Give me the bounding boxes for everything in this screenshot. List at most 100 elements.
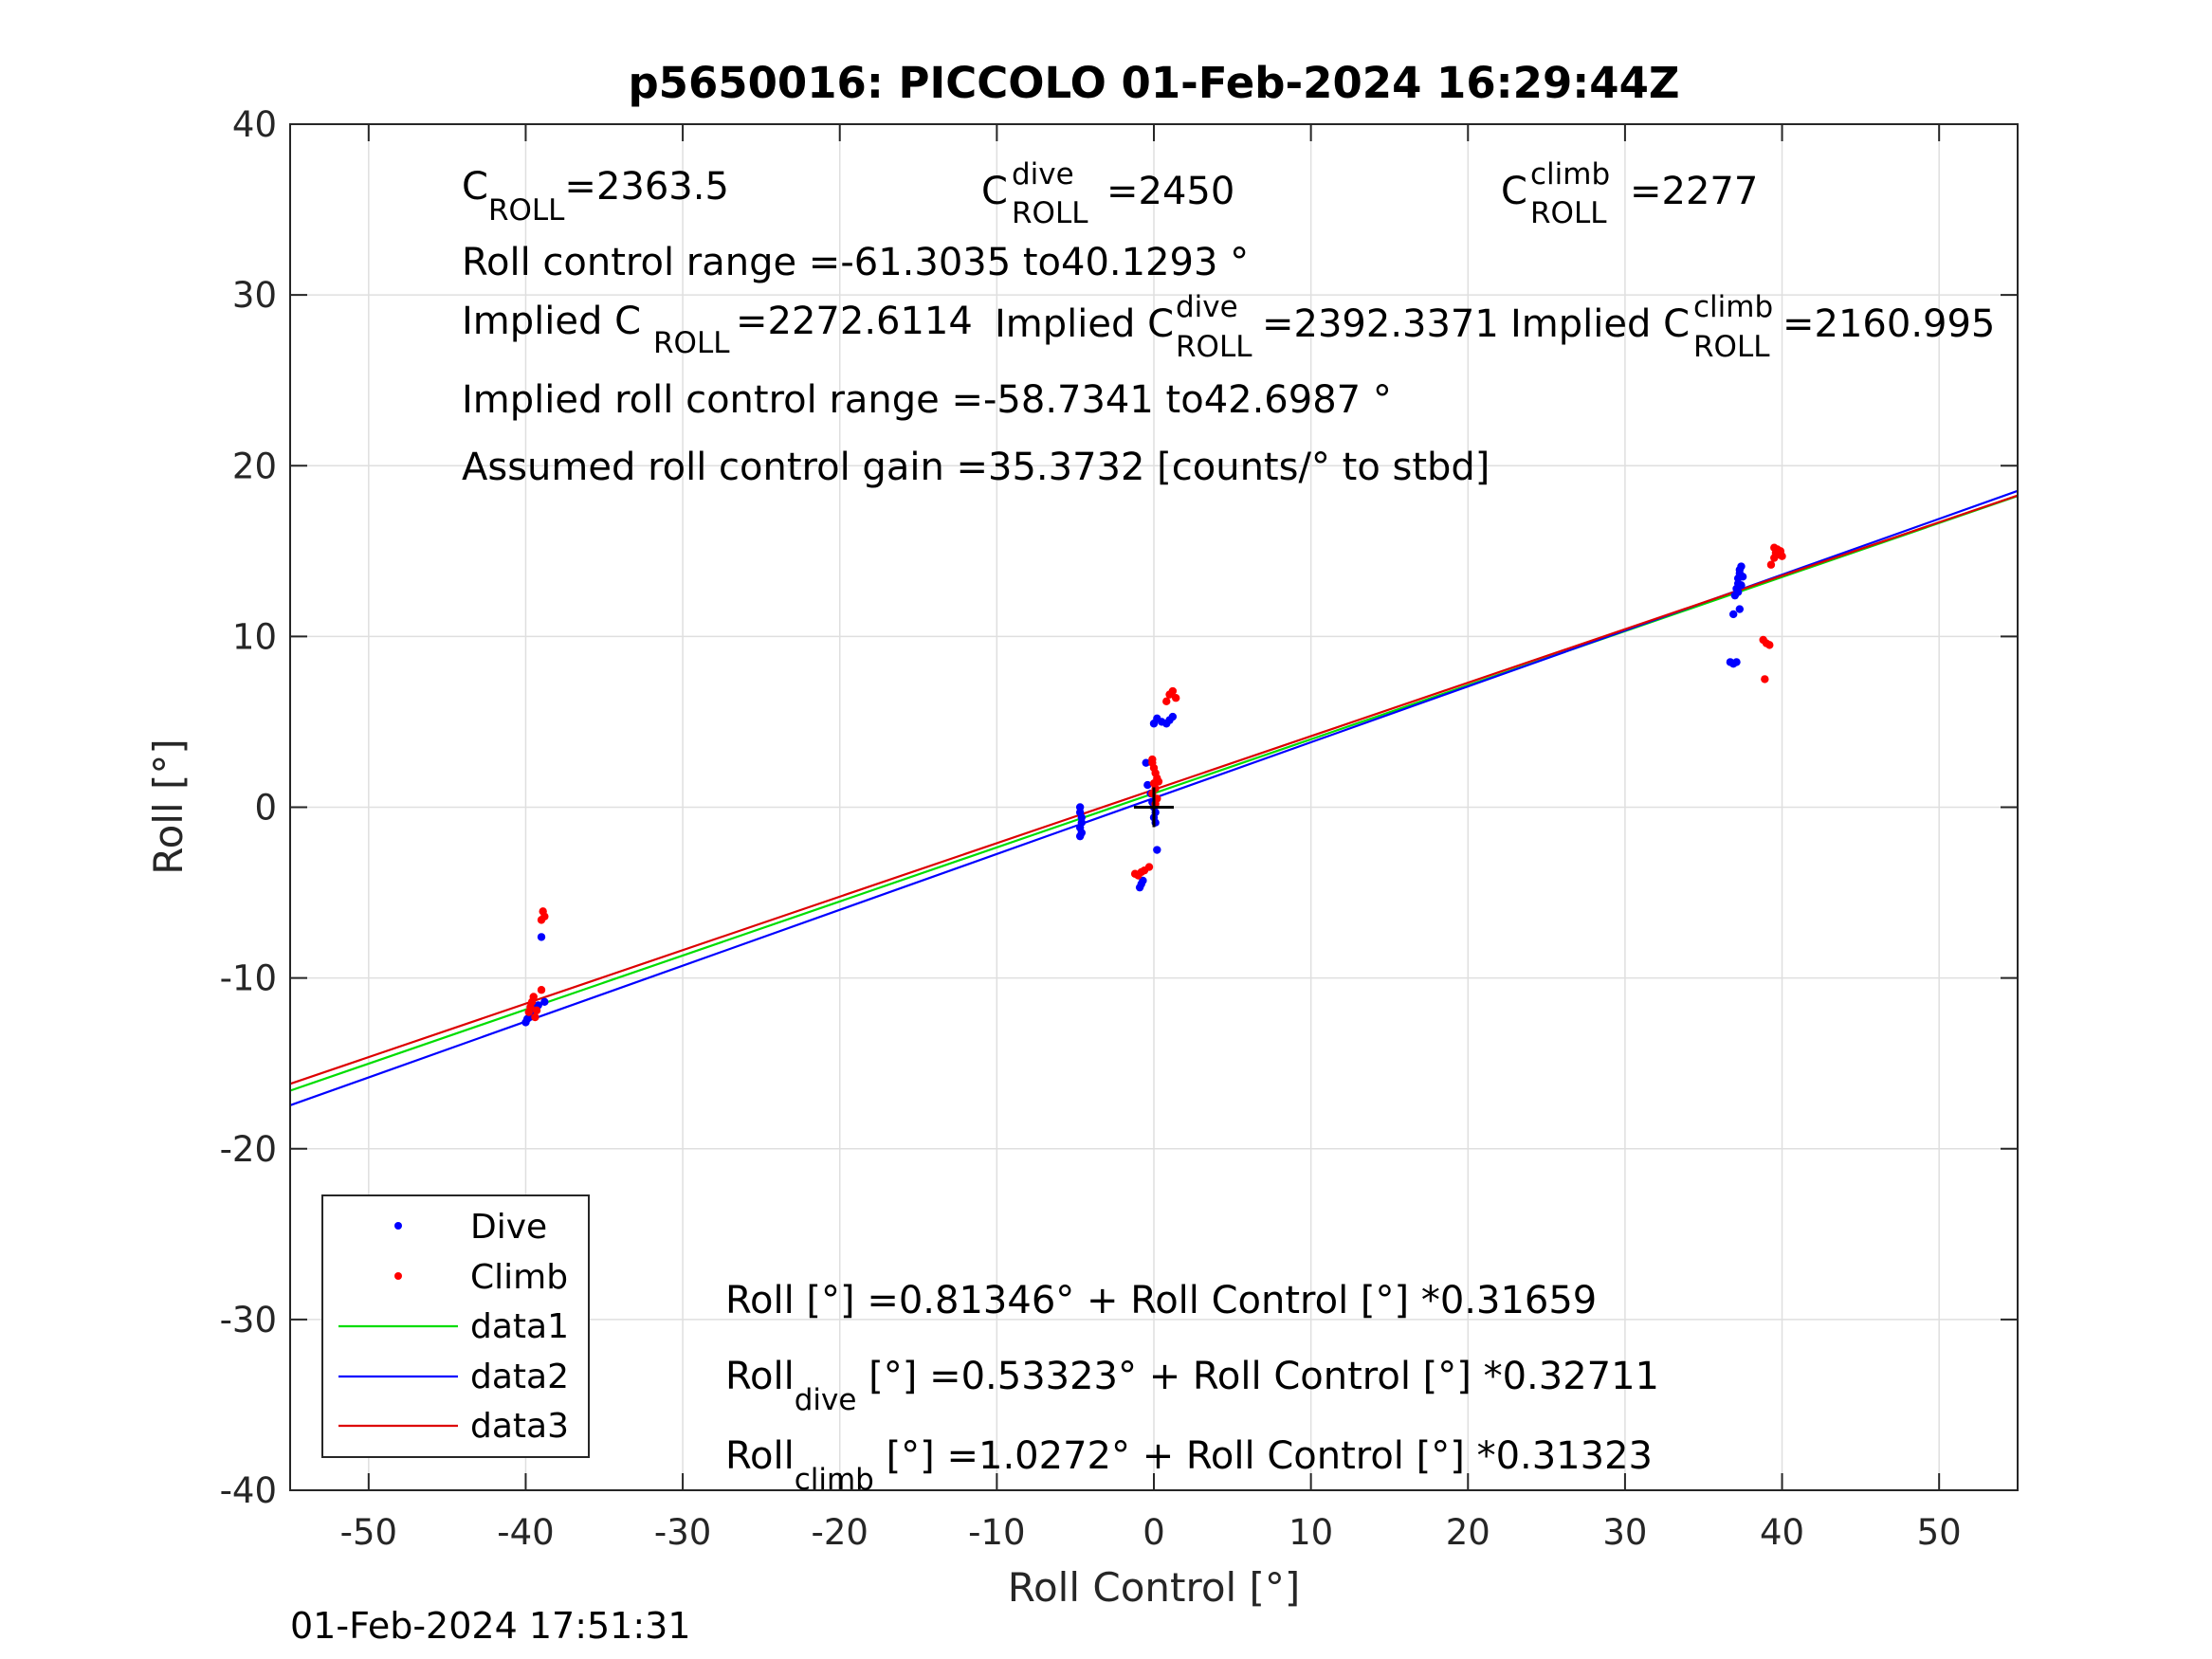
x-axis-label: Roll Control [°] [1008,1564,1301,1611]
climb-point [1144,863,1154,871]
fit-climb-sub: climb [795,1463,874,1497]
c-dive-base: C [981,170,1008,213]
implied-c-dive-value: =2392.3371 [1262,302,1499,346]
dive-point [1735,605,1745,613]
implied-c-dive-base: Implied C [995,302,1174,346]
generation-timestamp: 01-Feb-2024 17:51:31 [290,1605,691,1647]
x-tick-label: -30 [654,1512,711,1553]
x-tick-label: 0 [1143,1512,1165,1553]
y-tick-label: 30 [232,275,277,316]
y-tick-label: -30 [220,1300,277,1340]
dive-point [1738,573,1747,581]
implied-c-climb-base: Implied C [1510,302,1690,346]
climb-point [529,993,538,1001]
dive-point [1139,876,1147,885]
y-tick-label: 0 [254,788,277,829]
implied-c-climb-value: =2160.995 [1782,302,1995,346]
fit-equation-all: Roll [°] =0.81346° + Roll Control [°] *0… [725,1279,1597,1322]
x-tick-label: 30 [1602,1512,1647,1553]
c-dive-sup: dive [1012,157,1074,191]
climb-point [532,1006,541,1015]
c-climb-sup: climb [1530,157,1610,191]
implied-roll-control-range: Implied roll control range =-58.7341 to4… [462,378,1392,422]
roll-control-range: Roll control range =-61.3035 to40.1293 ° [462,241,1249,284]
c-roll-sub: ROLL [488,193,565,228]
implied-c-roll-base: Implied C [462,300,641,343]
dive-point [1728,610,1738,619]
climb-point [1761,675,1769,684]
implied-c-dive-sup: dive [1176,290,1238,324]
x-tick-label: 50 [1917,1512,1962,1553]
chart-title: p5650016: PICCOLO 01-Feb-2024 16:29:44Z [628,58,1679,108]
legend-dive-label: Dive [470,1208,547,1247]
y-tick-label: -20 [220,1129,277,1170]
implied-c-climb-sup: climb [1693,290,1773,324]
climb-point [1168,686,1178,696]
dive-point [1737,562,1746,571]
legend-data3-label: data3 [470,1407,569,1446]
legend: Dive Climb data1 data2 data3 [321,1194,590,1458]
climb-point [1162,697,1171,706]
dive-point [540,997,549,1007]
fit-climb-rest: [°] =1.0272° + Roll Control [°] *0.31323 [874,1434,1653,1478]
climb-point [1765,641,1774,649]
climb-point [1171,694,1180,702]
fit-dive-sub: dive [795,1383,857,1417]
y-tick-label: -40 [220,1470,277,1511]
y-axis-label: Roll [°] [145,738,192,874]
climb-point [1148,755,1157,764]
y-tick-label: 40 [232,104,277,145]
x-tick-label: -20 [812,1512,868,1553]
c-roll-text: CROLL=2363.5 [462,165,729,228]
climb-point [1770,543,1779,552]
y-tick-label: 10 [232,616,277,657]
c-roll-value: =2363.5 [564,165,728,209]
legend-data1-label: data1 [470,1307,569,1346]
c-climb-sub: ROLL [1530,196,1607,230]
dive-point [1142,758,1150,767]
x-tick-label: 40 [1760,1512,1804,1553]
dive-point [1168,712,1178,721]
dive-point [1737,581,1746,590]
c-climb-base: C [1501,170,1527,213]
climb-point [537,986,546,994]
implied-c-roll-value: =2272.6114 [736,300,973,343]
dive-point [1153,846,1161,854]
x-tick-label: -40 [497,1512,554,1553]
legend-data2-label: data2 [470,1358,569,1396]
c-climb-value: =2277 [1630,170,1758,213]
x-tick-label: -50 [340,1512,397,1553]
dive-point [1075,831,1085,841]
x-tick-label: 20 [1446,1512,1490,1553]
fit-equation-climb: Rollclimb [°] =1.0272° + Roll Control [°… [725,1434,1653,1497]
climb-point [1778,552,1786,560]
fit-dive-rest: [°] =0.53323° + Roll Control [°] *0.3271… [856,1355,1659,1398]
climb-point [531,1012,539,1022]
dive-point [1732,658,1741,666]
dive-point [1143,780,1152,790]
dive-point [537,933,546,941]
dive-point [1733,588,1743,596]
axis-tick-labels: -50 -40 -30 -20 -10 0 10 20 30 40 50 -40 -30 -20 -10 0 1… [220,104,1962,1553]
x-tick-label: -10 [968,1512,1025,1553]
implied-c-dive-sub: ROLL [1176,330,1252,364]
fit-dive-base: Roll [725,1355,795,1398]
legend-dive-marker [394,1222,402,1230]
climb-point [537,916,546,924]
current-position-marker [1134,787,1174,828]
fit-equation-dive: Rolldive [°] =0.53323° + Roll Control [°… [725,1355,1659,1417]
c-dive-sub: ROLL [1012,196,1088,230]
c-dive-value: =2450 [1106,170,1234,213]
climb-point [1154,777,1163,786]
fit-climb-base: Roll [725,1434,795,1478]
assumed-roll-control-gain: Assumed roll control gain =35.3732 [coun… [462,446,1490,489]
y-tick-label: 20 [232,446,277,486]
legend-climb-marker [394,1272,402,1280]
climb-point [1766,560,1776,569]
implied-c-roll-sub: ROLL [653,326,730,360]
y-tick-label: -10 [220,958,277,999]
dive-point [1158,718,1166,726]
axis-ticks [290,123,2018,1491]
c-roll-base: C [462,165,488,209]
